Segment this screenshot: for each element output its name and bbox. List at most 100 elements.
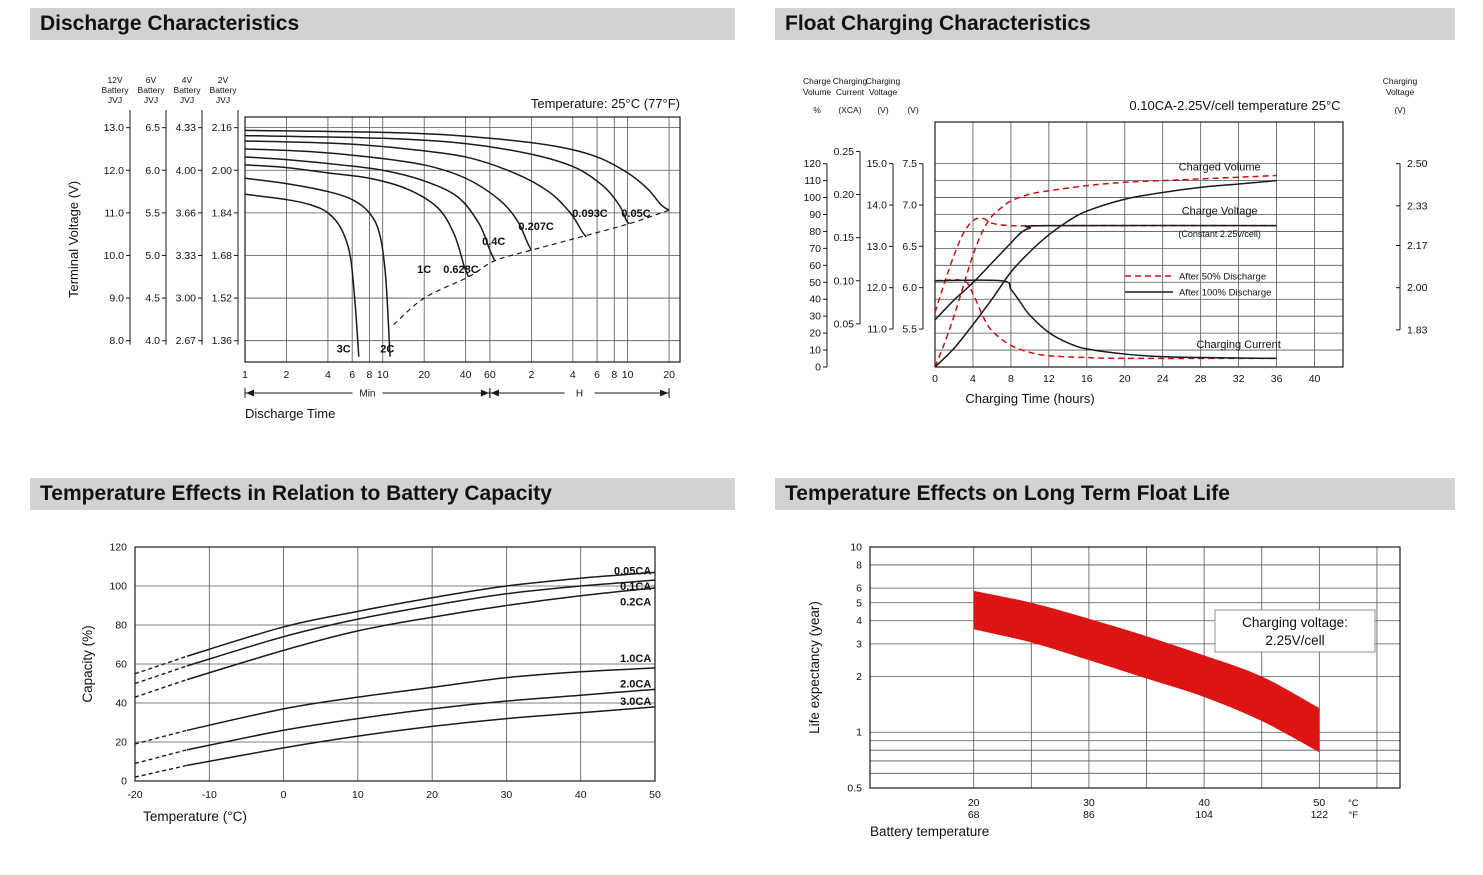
svg-text:0.207C: 0.207C — [518, 221, 554, 233]
svg-text:68: 68 — [968, 809, 980, 821]
svg-text:32: 32 — [1233, 373, 1245, 385]
svg-text:20: 20 — [1119, 373, 1131, 385]
svg-text:2: 2 — [284, 369, 290, 381]
svg-text:2.0CA: 2.0CA — [620, 678, 651, 690]
svg-text:12V: 12V — [107, 75, 122, 85]
svg-text:4.5: 4.5 — [145, 293, 160, 305]
svg-text:Min: Min — [359, 389, 375, 400]
svg-text:13.0: 13.0 — [104, 122, 125, 134]
svg-text:122: 122 — [1311, 809, 1329, 821]
svg-text:14.0: 14.0 — [867, 199, 888, 211]
svg-text:40: 40 — [115, 698, 127, 710]
float-charging-chart-svg: ChargeVolume%010203040506070809010011012… — [803, 76, 1428, 406]
svg-text:8: 8 — [1008, 373, 1014, 385]
panel-title-float-charging: Float Charging Characteristics — [775, 8, 1455, 40]
svg-text:4: 4 — [325, 369, 331, 381]
svg-text:%: % — [813, 105, 821, 115]
svg-text:0.05C: 0.05C — [621, 208, 650, 220]
svg-text:10: 10 — [352, 789, 364, 801]
svg-text:36: 36 — [1271, 373, 1283, 385]
panel-title-discharge: Discharge Characteristics — [30, 8, 735, 40]
svg-text:4: 4 — [970, 373, 976, 385]
svg-text:(V): (V) — [1394, 105, 1406, 115]
svg-text:70: 70 — [809, 243, 821, 255]
svg-text:Battery: Battery — [210, 85, 238, 95]
svg-text:0.4C: 0.4C — [482, 236, 505, 248]
svg-text:0.25: 0.25 — [834, 146, 855, 158]
svg-text:3C: 3C — [337, 344, 351, 356]
svg-text:3.0CA: 3.0CA — [620, 696, 651, 708]
panel-float-life: Temperature Effects on Long Term Float L… — [775, 478, 1455, 873]
svg-text:2V: 2V — [218, 75, 229, 85]
svg-text:40: 40 — [575, 789, 587, 801]
panel-title-temp-capacity: Temperature Effects in Relation to Batte… — [30, 478, 735, 510]
svg-text:10: 10 — [622, 369, 634, 381]
svg-text:1.68: 1.68 — [212, 250, 233, 262]
svg-text:Capacity (%): Capacity (%) — [80, 625, 95, 702]
svg-text:3.33: 3.33 — [176, 250, 197, 262]
discharge-curve-3C — [244, 193, 360, 357]
svg-text:Charging: Charging — [1383, 76, 1418, 86]
svg-text:Volume: Volume — [803, 87, 832, 97]
svg-text:60: 60 — [484, 369, 496, 381]
svg-text:4.00: 4.00 — [176, 165, 197, 177]
svg-text:6.0: 6.0 — [902, 282, 917, 294]
svg-text:5.5: 5.5 — [145, 207, 160, 219]
svg-text:0.5: 0.5 — [847, 783, 862, 795]
svg-text:2.17: 2.17 — [1407, 240, 1428, 252]
svg-text:0: 0 — [281, 789, 287, 801]
svg-text:8: 8 — [611, 369, 617, 381]
svg-text:50: 50 — [1314, 797, 1326, 809]
svg-text:JVJ: JVJ — [180, 95, 194, 105]
svg-text:Charged Volume: Charged Volume — [1179, 161, 1261, 173]
svg-text:Charging Current: Charging Current — [1196, 339, 1280, 351]
svg-text:120: 120 — [803, 158, 821, 170]
svg-text:6.5: 6.5 — [902, 241, 917, 253]
svg-text:10: 10 — [850, 542, 862, 554]
svg-text:100: 100 — [803, 192, 821, 204]
svg-text:28: 28 — [1195, 373, 1207, 385]
svg-text:30: 30 — [809, 311, 821, 323]
svg-text:3.00: 3.00 — [176, 293, 197, 305]
svg-text:2: 2 — [528, 369, 534, 381]
svg-text:30: 30 — [501, 789, 513, 801]
svg-text:(V): (V) — [907, 105, 919, 115]
svg-text:20: 20 — [426, 789, 438, 801]
discharge-curve-0.207C — [244, 140, 587, 238]
cutoff-voltage-dashed-curve — [393, 209, 670, 326]
svg-text:2.16: 2.16 — [212, 122, 233, 134]
svg-text:1: 1 — [856, 727, 862, 739]
svg-text:2.33: 2.33 — [1407, 200, 1428, 212]
svg-text:1.52: 1.52 — [212, 293, 233, 305]
svg-text:Charging voltage:: Charging voltage: — [1242, 615, 1348, 630]
svg-text:4.33: 4.33 — [176, 122, 197, 134]
svg-text:15.0: 15.0 — [867, 158, 888, 170]
capacity-curve-0.1CA — [186, 579, 656, 667]
svg-text:3: 3 — [856, 638, 862, 650]
svg-text:Battery: Battery — [138, 85, 166, 95]
svg-text:6: 6 — [349, 369, 355, 381]
svg-text:2.67: 2.67 — [176, 335, 197, 347]
panel-title-float-life: Temperature Effects on Long Term Float L… — [775, 478, 1455, 510]
svg-text:0: 0 — [932, 373, 938, 385]
svg-text:11.0: 11.0 — [867, 324, 887, 336]
svg-text:24: 24 — [1157, 373, 1169, 385]
svg-text:2.00: 2.00 — [212, 165, 233, 177]
svg-text:12.0: 12.0 — [867, 282, 888, 294]
svg-text:5.0: 5.0 — [145, 250, 160, 262]
svg-text:40: 40 — [1198, 797, 1210, 809]
svg-text:(Constant 2.25v/cell): (Constant 2.25v/cell) — [1178, 229, 1261, 239]
svg-text:6: 6 — [856, 583, 862, 595]
svg-text:°C: °C — [1348, 798, 1359, 809]
discharge-curve-2C — [244, 177, 391, 357]
svg-text:10: 10 — [809, 345, 821, 357]
svg-text:16: 16 — [1081, 373, 1093, 385]
discharge-curve-0.628C — [244, 156, 496, 262]
svg-text:7.0: 7.0 — [902, 199, 917, 211]
svg-text:2C: 2C — [380, 344, 394, 356]
svg-text:0.10CA-2.25V/cell temperature: 0.10CA-2.25V/cell temperature 25°C — [1129, 98, 1340, 113]
svg-text:40: 40 — [809, 294, 821, 306]
svg-text:(XCA): (XCA) — [838, 105, 861, 115]
svg-text:12: 12 — [1043, 373, 1055, 385]
